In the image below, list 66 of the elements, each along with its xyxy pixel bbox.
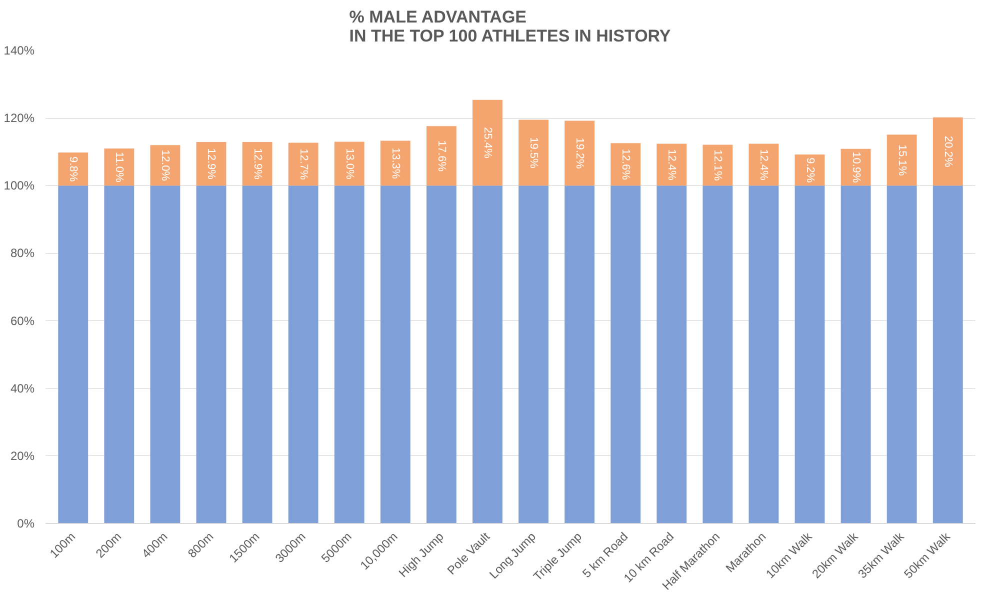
data-label: 19.2% — [574, 138, 586, 170]
y-tick-label: 100% — [4, 178, 35, 193]
data-label: 11.0% — [113, 152, 126, 182]
y-tick-label: 40% — [10, 381, 35, 396]
data-label: 9.8% — [67, 156, 80, 182]
bar — [150, 145, 180, 186]
data-label: 13.0% — [343, 148, 356, 180]
bar — [196, 186, 226, 524]
bar — [334, 186, 364, 524]
bar — [150, 186, 180, 524]
data-label: 12.6% — [620, 148, 632, 180]
data-label: 12.9% — [205, 148, 218, 180]
bar — [610, 143, 641, 186]
bar — [610, 186, 641, 524]
y-tick-label: 0% — [17, 516, 35, 530]
bar — [702, 144, 733, 186]
bar — [748, 186, 779, 524]
data-label: 9.2% — [804, 158, 816, 183]
bar — [794, 186, 825, 524]
bar — [656, 144, 687, 186]
y-tick-label: 120% — [4, 111, 35, 126]
bar — [104, 186, 134, 524]
bar — [104, 148, 134, 186]
bar — [242, 142, 272, 186]
data-label: 10.9% — [850, 152, 862, 184]
bar — [748, 144, 779, 186]
bar — [426, 126, 456, 186]
bar — [380, 140, 410, 186]
bar — [656, 186, 687, 524]
bar — [380, 186, 410, 524]
data-label: 19.5% — [528, 137, 540, 169]
data-label: 12.9% — [251, 148, 264, 180]
bar — [518, 120, 548, 186]
y-tick-label: 80% — [10, 246, 35, 260]
bar — [426, 186, 456, 524]
bar — [472, 100, 502, 186]
data-label: 12.4% — [666, 149, 678, 181]
data-label: 25.4% — [481, 127, 494, 159]
bar — [242, 186, 272, 524]
bar — [932, 186, 963, 524]
data-label: 15.1% — [896, 144, 908, 176]
bar — [288, 186, 318, 524]
bar — [472, 186, 502, 524]
bar — [886, 186, 917, 524]
bar — [288, 142, 318, 186]
bar — [702, 186, 733, 524]
y-tick-label: 20% — [10, 448, 35, 463]
chart-title: % MALE ADVANTAGE IN THE TOP 100 ATHLETES IN HISTORY — [349, 8, 672, 46]
bar — [196, 142, 226, 186]
data-label: 12.0% — [159, 150, 172, 182]
data-label: 12.4% — [758, 149, 770, 181]
bar — [564, 120, 595, 186]
data-label: 17.6% — [435, 140, 448, 172]
data-label: 12.7% — [297, 148, 310, 180]
y-tick-label: 140% — [4, 44, 35, 58]
bar — [840, 186, 871, 524]
bar — [886, 134, 917, 186]
bar — [334, 142, 364, 186]
bar — [58, 186, 88, 524]
bar — [564, 186, 595, 524]
bar — [932, 117, 963, 186]
data-label: 20.2% — [942, 136, 954, 168]
y-tick-label: 60% — [10, 314, 35, 328]
bar — [518, 186, 548, 524]
data-label: 13.3% — [389, 148, 402, 179]
data-label: 12.1% — [712, 150, 724, 182]
